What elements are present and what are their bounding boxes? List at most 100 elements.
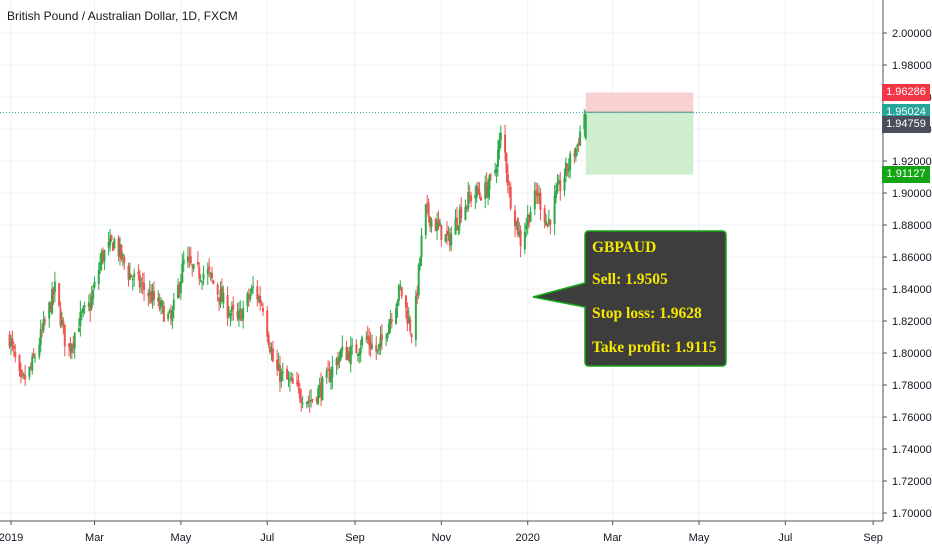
candle-body <box>523 231 526 250</box>
candle-body <box>127 265 130 280</box>
candle <box>182 250 185 272</box>
candle <box>280 368 283 388</box>
candle <box>237 301 240 327</box>
candle <box>99 253 102 275</box>
candle <box>416 285 419 305</box>
candle <box>58 282 61 309</box>
candle <box>14 344 17 363</box>
candle <box>528 214 531 229</box>
candle-body <box>140 284 143 287</box>
candle <box>256 279 259 307</box>
chart-title: British Pound / Australian Dollar, 1D, F… <box>7 9 238 23</box>
candle <box>169 304 172 326</box>
candle-body <box>259 295 262 304</box>
candle-body <box>460 207 463 218</box>
candle <box>266 306 269 342</box>
candle <box>390 312 393 329</box>
candle-body <box>256 286 259 300</box>
candle <box>49 301 52 313</box>
candle-body <box>406 310 409 324</box>
candle-body <box>387 323 390 335</box>
candle <box>127 262 130 287</box>
candle-body <box>370 344 373 349</box>
candle <box>470 191 473 208</box>
candle-body <box>404 295 407 308</box>
candle-body <box>395 307 398 325</box>
candle-body <box>569 153 572 170</box>
candle-body <box>399 285 402 287</box>
candle-body <box>556 183 559 193</box>
candle <box>240 308 243 322</box>
candle <box>375 336 378 360</box>
candle-body <box>58 283 61 306</box>
candle-body <box>270 350 273 352</box>
candle-body <box>141 282 144 284</box>
candle-body <box>489 174 492 176</box>
candle-body <box>117 237 120 257</box>
candle <box>535 182 538 204</box>
candle <box>34 353 37 363</box>
candle-body <box>152 290 155 300</box>
candle <box>281 362 284 382</box>
candle-body <box>409 319 412 332</box>
candle <box>505 152 508 183</box>
candle <box>420 227 423 267</box>
trade-callout[interactable]: GBPAUD Sell: 1.9505 Stop loss: 1.9628 Ta… <box>532 230 727 367</box>
candle-body <box>366 335 369 340</box>
candle-body <box>128 273 131 280</box>
candle-body <box>508 188 511 190</box>
candle-body <box>80 311 83 313</box>
candle-body <box>281 371 284 374</box>
candle-body <box>416 293 419 297</box>
candle <box>543 204 546 229</box>
candle-body <box>249 294 252 300</box>
candle <box>341 335 344 358</box>
candle <box>494 162 497 177</box>
candle-body <box>436 221 439 231</box>
candle-body <box>331 366 334 378</box>
candle-body <box>242 307 245 320</box>
stop-loss-price-tag: 1.96286 <box>882 83 930 101</box>
candle <box>63 324 66 357</box>
candle-body <box>277 364 280 371</box>
candle <box>171 306 174 329</box>
callout-sell: Sell: 1.9505 <box>592 271 668 288</box>
candle-body <box>10 338 12 347</box>
candle-body <box>475 185 478 198</box>
candle <box>407 307 410 324</box>
candle-body <box>130 274 133 278</box>
candle-body <box>574 148 577 158</box>
candle <box>38 337 41 360</box>
candle <box>250 284 253 296</box>
candle-body <box>237 311 240 320</box>
time-tick-label: Sep <box>345 532 365 544</box>
candle-body <box>232 304 235 310</box>
candle-body <box>538 192 541 195</box>
candle-body <box>97 270 100 284</box>
candle-body <box>143 283 146 291</box>
time-tick-label: 2020 <box>515 532 539 544</box>
candle-body <box>300 397 303 403</box>
candle-body <box>286 368 289 380</box>
candle <box>247 288 250 307</box>
candle <box>576 143 579 156</box>
candle <box>447 226 450 241</box>
candle <box>495 164 498 184</box>
candle <box>158 293 161 312</box>
candle <box>351 337 354 355</box>
candle <box>366 325 369 345</box>
candle-body <box>536 193 539 197</box>
candle <box>454 209 457 235</box>
candle-body <box>526 214 529 227</box>
candle <box>60 312 63 329</box>
candle-body <box>528 214 531 224</box>
candle <box>545 213 548 227</box>
candle-body <box>150 293 153 303</box>
candle-body <box>477 188 480 193</box>
callout-symbol: GBPAUD <box>592 239 656 256</box>
candle-body <box>39 329 42 346</box>
candle-body <box>82 307 85 313</box>
candle-body <box>32 353 35 357</box>
candle-body <box>494 170 497 174</box>
